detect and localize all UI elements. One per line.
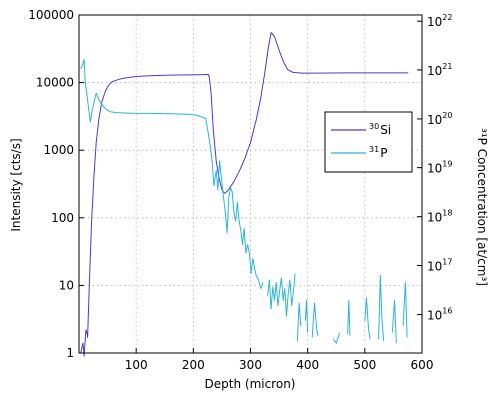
right-y-axis-ticks: 1016 1017 1018 1019 1020 1021 1022 xyxy=(417,13,452,323)
series-line-p xyxy=(347,299,351,336)
legend-label-p: 31P xyxy=(369,145,387,160)
left-y-tick-label: 100000 xyxy=(28,8,74,22)
right-y-axis-label: ³¹P Concentration [at/cm³] xyxy=(475,128,489,286)
x-tick-label: 200 xyxy=(182,358,205,372)
right-y-tick-label: 1018 xyxy=(427,209,452,225)
right-y-tick-label: 1016 xyxy=(427,307,452,323)
series-line-p xyxy=(80,59,264,289)
legend: 30Si 31P xyxy=(324,111,413,173)
left-y-tick-label: 1000 xyxy=(43,143,74,157)
x-axis-ticks: 100 200 300 400 500 600 xyxy=(125,348,434,372)
series-line-p xyxy=(296,302,302,342)
right-y-tick-label: 1022 xyxy=(427,13,452,29)
series-line-p xyxy=(391,299,397,344)
legend-label-si: 30Si xyxy=(369,122,391,137)
x-tick-label: 500 xyxy=(353,358,376,372)
series-line-si xyxy=(80,32,409,357)
x-tick-label: 600 xyxy=(411,358,434,372)
right-y-tick-label: 1021 xyxy=(427,62,452,78)
left-y-tick-label: 10000 xyxy=(36,76,74,90)
x-tick-label: 300 xyxy=(239,358,262,372)
right-y-tick-label: 1017 xyxy=(427,257,452,273)
series-layer xyxy=(80,32,409,357)
series-line-p xyxy=(364,297,371,340)
x-tick-label: 400 xyxy=(296,358,319,372)
series-line-p xyxy=(402,282,408,338)
series-line-p xyxy=(267,273,296,317)
x-tick-label: 100 xyxy=(125,358,148,372)
series-line-p xyxy=(304,299,309,333)
x-axis-label: Depth (micron) xyxy=(205,377,296,391)
grid-lines xyxy=(79,15,422,353)
left-y-tick-label: 100 xyxy=(51,211,74,225)
left-y-tick-label: 10 xyxy=(59,278,74,292)
left-y-tick-label: 1 xyxy=(66,346,74,360)
series-line-p xyxy=(332,332,341,344)
right-y-tick-label: 1020 xyxy=(427,111,452,127)
legend-box xyxy=(324,111,413,173)
right-y-tick-label: 1019 xyxy=(427,160,452,176)
left-y-axis-label: Intensity [cts/s] xyxy=(9,138,23,231)
series-line-p xyxy=(378,275,385,342)
left-y-axis-ticks: 1 10 100 1000 10000 100000 xyxy=(28,8,84,360)
series-line-p xyxy=(311,302,319,338)
